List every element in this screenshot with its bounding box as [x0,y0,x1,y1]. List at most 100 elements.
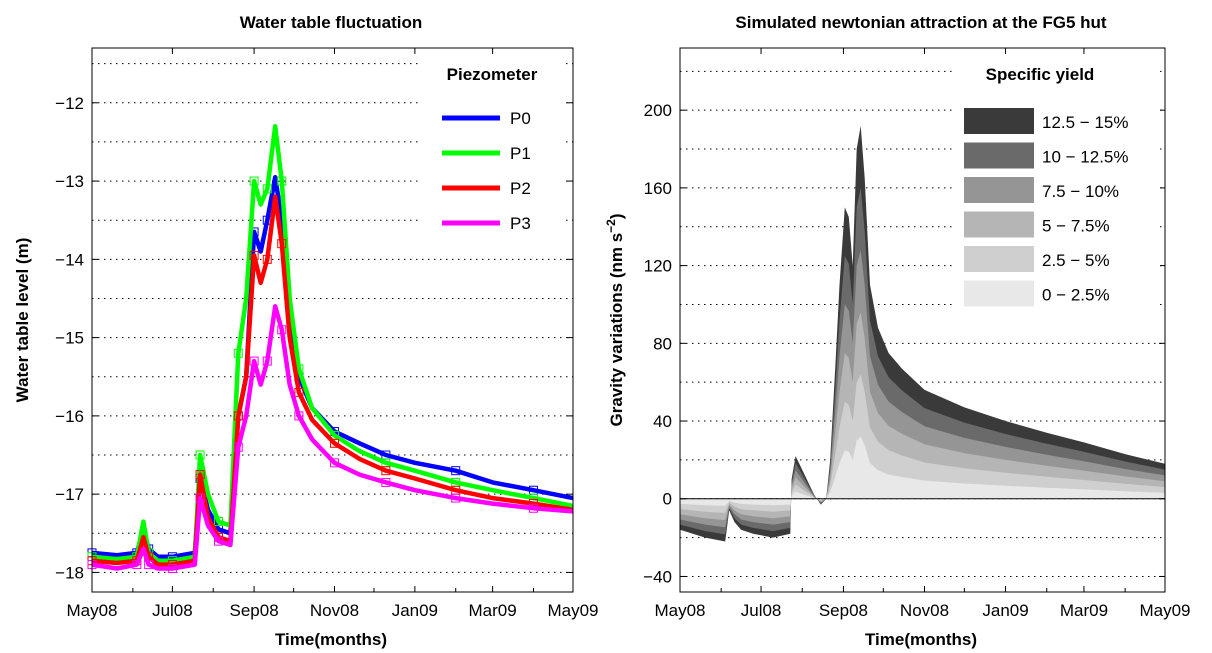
right-x-tick-label: Mar09 [1060,601,1108,620]
legend-swatch-band [964,211,1034,238]
right-x-tick-label: May08 [654,601,705,620]
left-y-tick-label: −15 [55,329,84,348]
legend-label-band: 2.5 − 5% [1042,251,1110,270]
area-band-2 [680,312,1165,521]
series-marker-P3 [329,458,339,468]
left-x-tick-label: May08 [66,601,117,620]
legend-label-band: 5 − 7.5% [1042,217,1110,236]
series-marker-P1 [262,184,272,194]
left-legend-items: P0 P1 P2 P3 [442,109,531,233]
series-marker-P3 [294,411,304,421]
left-legend: Piezometer P0 P1 P2 P3 [420,56,565,240]
right-y-ticks: −40 0 40 80 120 160 200 [643,101,1165,586]
series-marker-P3 [144,560,154,570]
series-marker-P3 [381,477,391,487]
right-y-tick-label: 160 [644,179,672,198]
series-line-P1 [91,124,574,563]
right-y-tick-label: 200 [644,101,672,120]
legend-swatch-band [964,142,1034,169]
legend-label-band: 10 − 12.5% [1042,148,1129,167]
series-line-P2 [91,194,574,567]
left-y-tick-label: −13 [55,172,84,191]
series-marker-P3 [451,493,461,503]
series-marker-P2 [195,470,205,480]
series-marker-P2 [249,250,259,260]
left-y-tick-label: −17 [55,485,84,504]
right-y-tick-label: 120 [644,257,672,276]
series-marker-P2 [294,387,304,397]
right-x-ticks: May08 Jul08 Sep08 Nov08 Jan09 Mar09 May09 [654,48,1191,620]
legend-swatch-band [964,177,1034,203]
left-x-ticks: May08 Jul08 Sep08 Nov08 Jan09 Mar09 May09 [66,48,599,620]
left-y-tick-label: −12 [55,94,84,113]
right-y-tick-label: −40 [643,567,672,586]
series-marker-P3 [132,560,142,570]
right-x-tick-label: Nov08 [900,601,949,620]
right-axes-box [679,47,1166,593]
right-chart-title: Simulated newtonian attraction at the FG… [735,13,1107,32]
left-x-axis-label: Time(months) [275,630,387,649]
left-legend-bg [420,56,565,240]
series-marker-P1 [233,348,243,358]
right-x-tick-label: May09 [1139,601,1190,620]
series-marker-P3 [528,503,538,513]
series-marker-P3 [249,356,259,366]
series-marker-P2 [277,239,287,249]
right-x-axis-label: Time(months) [865,630,977,649]
legend-label-P0: P0 [510,109,531,128]
series-marker-P3 [233,442,243,452]
right-y-axis-label-sup: −2 [604,219,618,233]
series-marker-P1 [214,517,224,527]
left-y-axis-label: Water table level (m) [13,238,32,403]
series-line-P3 [91,304,574,571]
left-x-tick-label: May09 [547,601,598,620]
left-y-tick-label: −14 [55,250,84,269]
right-legend-title: Specific yield [986,65,1095,84]
area-band-0 [680,436,1165,506]
legend-label-band: 7.5 − 10% [1042,182,1119,201]
right-y-tick-label: 40 [653,412,672,431]
left-grid [92,63,573,573]
left-x-tick-label: Mar09 [469,601,517,620]
right-y-axis-label: Gravity variations (nm s−2) [604,213,626,426]
left-y-tick-label: −18 [55,563,84,582]
right-x-tick-label: Sep08 [819,601,868,620]
right-y-axis-label-main: Gravity variations (nm s [607,233,626,427]
series-marker-P1 [277,176,287,186]
left-y-tick-label: −16 [55,407,84,426]
legend-label-P3: P3 [510,214,531,233]
area-band-1 [680,374,1165,513]
series-marker-P2 [329,438,339,448]
series-marker-P3 [277,325,287,335]
series-marker-P3 [167,564,177,574]
right-y-axis-label-close: ) [607,213,626,219]
left-legend-title: Piezometer [447,65,538,84]
right-y-tick-label: 80 [653,334,672,353]
right-x-tick-label: Jan09 [982,601,1028,620]
legend-swatch-band [964,108,1034,134]
area-band-3 [680,250,1165,528]
left-x-tick-label: Nov08 [310,601,359,620]
left-plot-lines [87,124,574,574]
area-band-4 [680,187,1165,535]
legend-swatch-band [964,280,1034,307]
series-marker-P3 [214,536,224,546]
series-marker-P2 [233,411,243,421]
right-x-tick-label: Jul08 [741,601,782,620]
right-y-tick-label: 0 [663,490,672,509]
gravity-chart: Simulated newtonian attraction at the FG… [604,13,1191,649]
series-marker-P2 [262,254,272,264]
series-marker-P2 [381,466,391,476]
left-chart-title: Water table fluctuation [240,13,423,32]
legend-label-P2: P2 [510,179,531,198]
series-marker-P3 [195,493,205,503]
right-legend: Specific yield 12.5 − 15% 10 − 12.5% 7.5 −… [955,56,1160,311]
left-y-ticks: −18 −17 −16 −15 −14 −13 −12 [55,94,573,582]
legend-label-P1: P1 [510,144,531,163]
series-line-P0 [91,174,574,560]
series-marker-P1 [195,450,205,460]
legend-swatch-band [964,246,1034,272]
series-marker-P3 [262,356,272,366]
series-marker-P1 [249,176,259,186]
